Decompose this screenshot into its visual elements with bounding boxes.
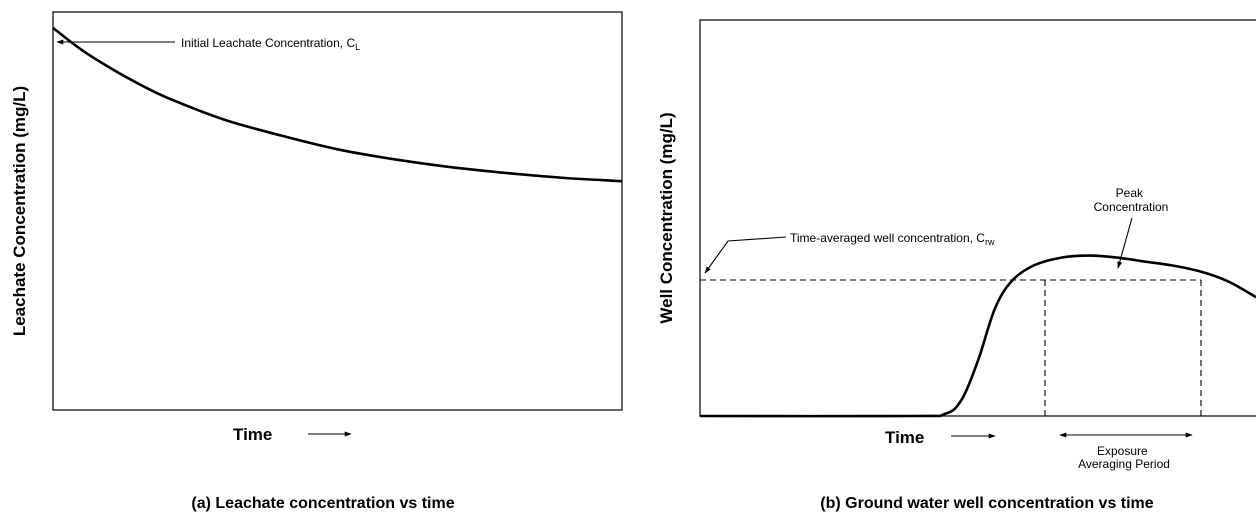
panel-b-peak-label: Peak Concentration xyxy=(1094,186,1169,214)
panel-a-series-line xyxy=(52,26,623,183)
panel-a-initial-label: Initial Leachate Concentration, CL xyxy=(181,36,360,52)
panel-b-series-line xyxy=(699,254,1256,418)
panel-a-initial-subscript: L xyxy=(355,42,360,52)
panel-b-peak-arrow xyxy=(1117,217,1133,269)
panel-a-plot-frame xyxy=(52,11,623,411)
panel-b-caption: (b) Ground water well concentration vs t… xyxy=(820,495,1153,512)
panel-b-average-label: Time-averaged well concentration, Crw xyxy=(790,231,995,247)
panel-b: Time-averaged well concentration, Crw Pe… xyxy=(657,19,1256,512)
panel-a: Initial Leachate Concentration, CL Leach… xyxy=(10,11,623,512)
panel-b-averaging-period-line-1: Exposure xyxy=(1097,444,1148,458)
panel-a-y-axis-label: Leachate Concentration (mg/L) xyxy=(10,86,29,336)
panel-b-plot-frame xyxy=(699,19,1256,417)
panel-a-x-axis-label: Time xyxy=(233,425,272,444)
panel-b-averaging-period-line-2: Averaging Period xyxy=(1078,457,1170,471)
panel-b-x-axis-label: Time xyxy=(885,428,924,447)
panel-b-average-subscript: rw xyxy=(985,237,995,247)
panel-b-average-leader-arrow xyxy=(704,236,787,274)
panel-b-peak-label-line-1: Peak xyxy=(1116,186,1144,200)
panel-b-y-axis-label: Well Concentration (mg/L) xyxy=(657,112,676,323)
panel-a-caption: (a) Leachate concentration vs time xyxy=(191,495,454,512)
panel-b-averaging-period-label: Exposure Averaging Period xyxy=(1078,444,1170,471)
panel-b-peak-label-line-2: Concentration xyxy=(1094,200,1169,214)
